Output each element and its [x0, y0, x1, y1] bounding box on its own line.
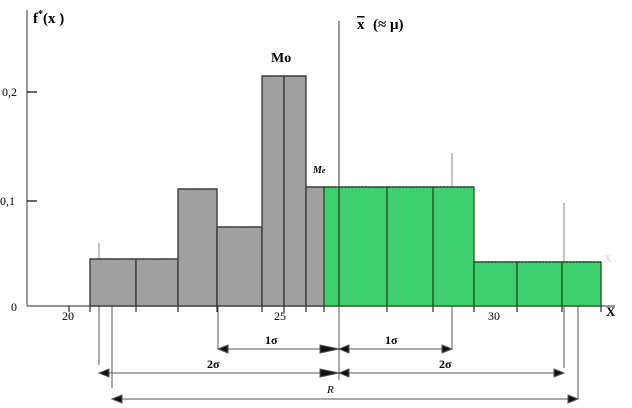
- svg-text:(≈ μ): (≈ μ): [373, 17, 403, 33]
- svg-text:f*(x ): f*(x ): [33, 9, 64, 27]
- svg-text:x: x: [357, 17, 365, 33]
- svg-text:Me: Me: [312, 165, 326, 176]
- svg-text:R: R: [326, 384, 334, 396]
- svg-text:25: 25: [274, 309, 286, 323]
- svg-text:X: X: [606, 304, 616, 319]
- svg-text:X: X: [604, 253, 612, 265]
- svg-text:20: 20: [62, 309, 74, 323]
- svg-text:0,2: 0,2: [2, 85, 17, 99]
- svg-text:2σ: 2σ: [439, 357, 452, 371]
- svg-text:30: 30: [488, 309, 500, 323]
- svg-text:0,1: 0,1: [0, 194, 15, 208]
- svg-text:1σ: 1σ: [265, 333, 278, 347]
- svg-text:Mo: Mo: [271, 51, 291, 66]
- svg-text:2σ: 2σ: [207, 357, 220, 371]
- svg-text:0: 0: [11, 300, 17, 314]
- svg-text:1σ: 1σ: [385, 333, 398, 347]
